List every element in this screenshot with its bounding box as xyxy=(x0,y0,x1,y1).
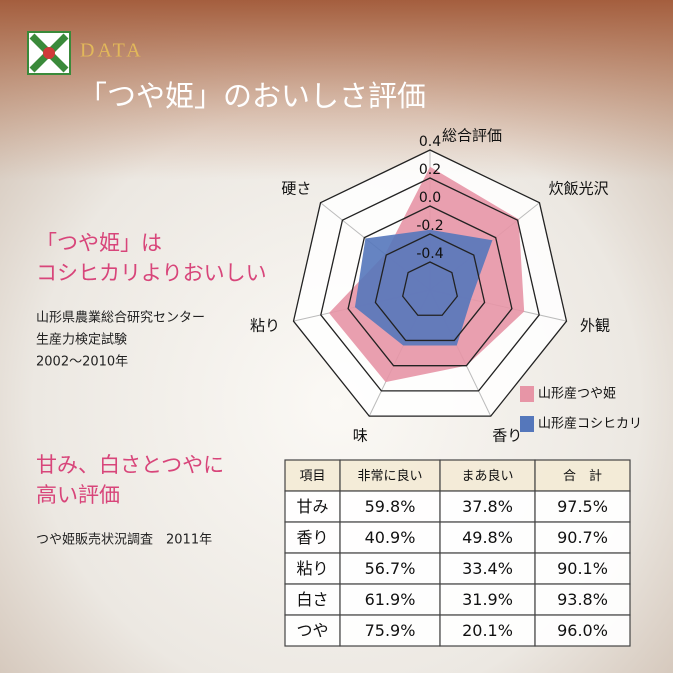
table-text: 20.1% xyxy=(462,621,513,640)
tick-label: 0.2 xyxy=(419,162,441,178)
claim-heading: 高い評価 xyxy=(36,483,120,507)
table-text: 甘み xyxy=(296,497,328,516)
table-text: 90.1% xyxy=(557,559,608,578)
bowl xyxy=(0,0,673,180)
table-header: 合 計 xyxy=(563,468,602,484)
label: DATA xyxy=(80,40,144,62)
grid-ring xyxy=(401,261,459,316)
table-cell xyxy=(534,521,631,554)
logo xyxy=(27,31,71,75)
axis-label: 炊飯光沢 xyxy=(549,179,609,197)
table-text: 56.7% xyxy=(365,559,416,578)
claim-source: つや姫販売状況調査 2011年 xyxy=(36,532,212,548)
legend-swatch xyxy=(520,386,534,402)
table-cell xyxy=(534,614,631,647)
legend-label: 山形産つや姫 xyxy=(538,386,616,402)
axis-label: 外観 xyxy=(580,317,610,335)
table-cell xyxy=(284,583,341,616)
table-cell xyxy=(534,459,631,492)
claim-heading: 甘み、白さとつやに xyxy=(36,453,224,477)
table-cell xyxy=(439,490,536,523)
grid-ring xyxy=(374,233,486,342)
table-cell xyxy=(284,552,341,585)
table-text: 33.4% xyxy=(462,559,513,578)
tick-label: -0.2 xyxy=(416,218,443,234)
table-cell xyxy=(439,614,536,647)
table-text: 香り xyxy=(296,528,328,547)
claim-source: 2002〜2010年 xyxy=(36,355,128,370)
table-text: 49.8% xyxy=(462,528,513,547)
claim-source: 山形県農業総合研究センター xyxy=(36,310,205,326)
table-cell xyxy=(284,490,341,523)
grid-ring xyxy=(347,205,513,367)
tick-label: -0.4 xyxy=(416,246,443,262)
legend-swatch xyxy=(520,416,534,432)
table-text: 75.9% xyxy=(365,621,416,640)
table-text: 31.9% xyxy=(462,590,513,609)
table-text: 97.5% xyxy=(557,497,608,516)
axis-label: 味 xyxy=(353,426,368,444)
table-text: つや xyxy=(296,621,328,640)
axis-label: 粘り xyxy=(250,317,280,335)
table-text: 59.8% xyxy=(365,497,416,516)
tick-label: 0.0 xyxy=(419,190,441,206)
series-area xyxy=(354,229,493,346)
table-text: 白さ xyxy=(296,590,328,609)
table-header: 非常に良い xyxy=(357,468,422,484)
table-header: まあ良い xyxy=(461,468,513,484)
grid-ring xyxy=(292,149,568,417)
tick-label: 0.4 xyxy=(419,134,441,150)
claim-source: 生産力検定試験 xyxy=(36,332,127,348)
table-cell xyxy=(284,521,341,554)
grid-ring xyxy=(320,177,540,392)
claim-heading: コシヒカリよりおいしい xyxy=(36,261,267,285)
table-header: 項目 xyxy=(299,469,325,484)
axis-label: 硬さ xyxy=(281,179,311,197)
table-cell xyxy=(534,552,631,585)
legend-label: 山形産コシヒカリ xyxy=(538,416,642,432)
claim-heading: 「つや姫」は xyxy=(36,231,162,255)
table-text: 粘り xyxy=(296,559,328,578)
table-cell xyxy=(339,614,441,647)
axis-label: 総合評価 xyxy=(442,127,502,145)
table-cell xyxy=(439,521,536,554)
table-cell xyxy=(339,490,441,523)
table-text: 37.8% xyxy=(462,497,513,516)
table-text: 93.8% xyxy=(557,590,608,609)
table-text: 90.7% xyxy=(557,528,608,547)
axis-label: 香り xyxy=(492,426,522,444)
table-text: 40.9% xyxy=(365,528,416,547)
table-text: 61.9% xyxy=(365,590,416,609)
title: 「つや姫」のおいしさ評価 xyxy=(78,79,426,113)
table-text: 96.0% xyxy=(557,621,608,640)
table-cell xyxy=(534,583,631,616)
